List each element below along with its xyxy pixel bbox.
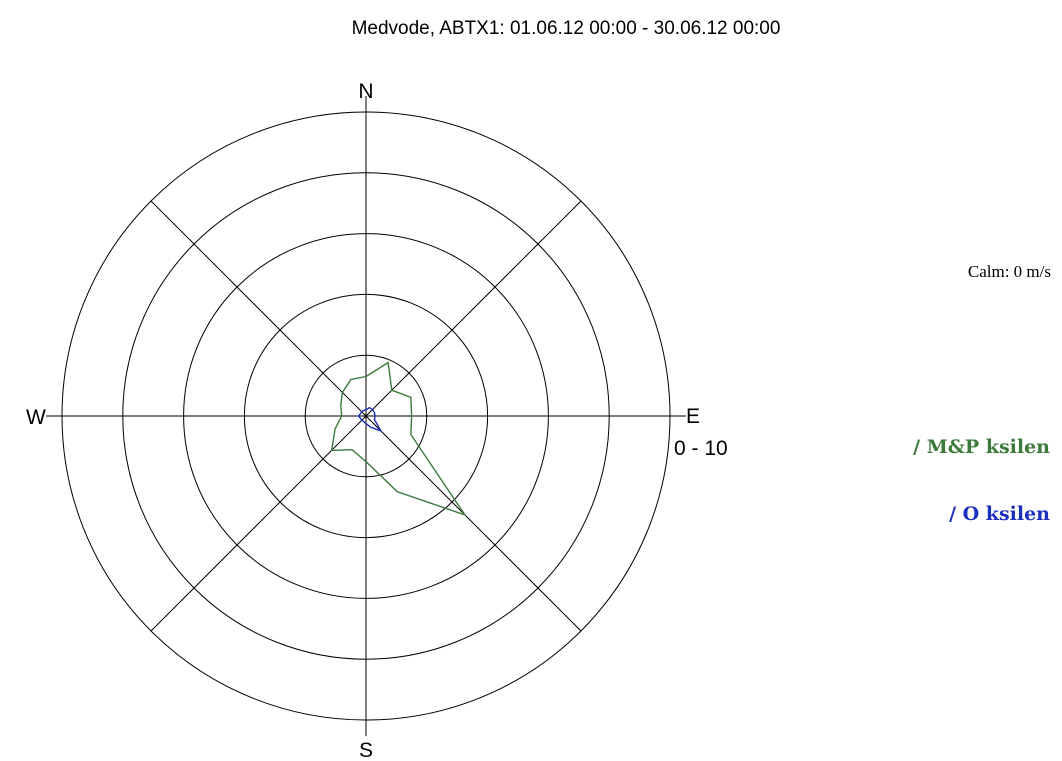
direction-label-n: N xyxy=(358,80,373,103)
spoke-nw xyxy=(150,200,367,417)
spoke-ne xyxy=(365,200,582,417)
direction-label-w: W xyxy=(26,406,46,429)
chart-title: Medvode, ABTX1: 01.06.12 00:00 - 30.06.1… xyxy=(352,18,781,39)
range-label: 0 - 10 xyxy=(674,437,728,460)
spoke-se xyxy=(365,415,582,632)
direction-label-e: E xyxy=(686,405,700,428)
spoke-sw xyxy=(150,415,367,632)
polar-grid xyxy=(46,96,686,736)
calm-label: Calm: 0 m/s xyxy=(968,262,1051,281)
legend-item-series-1: / M&P ksilen xyxy=(913,436,1050,458)
legend-item-series-2: / O ksilen xyxy=(949,503,1050,525)
direction-label-s: S xyxy=(359,739,373,761)
series-layer xyxy=(330,361,467,517)
series-2-polygon xyxy=(357,406,383,433)
series-1-polygon xyxy=(330,361,467,517)
